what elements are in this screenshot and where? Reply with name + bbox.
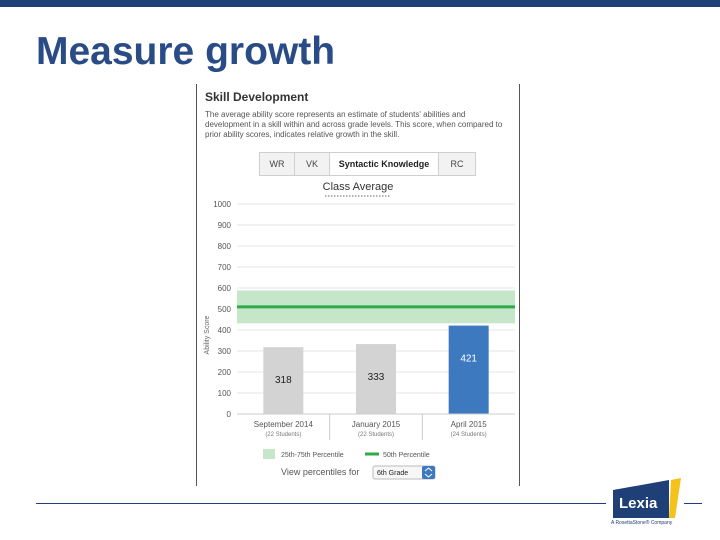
lexia-logo-text: Lexia <box>619 495 658 512</box>
y-tick-label: 700 <box>218 263 232 272</box>
bar <box>263 347 304 414</box>
x-tick-sublabel: (24 Students) <box>451 432 487 438</box>
percentile-selector-label: View percentiles for <box>281 467 359 477</box>
footer-rule <box>36 503 606 504</box>
x-tick-label: September 2014 <box>254 420 314 429</box>
y-tick-label: 800 <box>218 242 232 251</box>
top-accent-bar <box>0 0 720 7</box>
y-tick-label: 400 <box>218 326 232 335</box>
bar-value-label: 318 <box>275 375 292 386</box>
tab-rc[interactable]: RC <box>450 159 464 169</box>
y-tick-label: 200 <box>218 368 232 377</box>
skill-tabs: WR VK Syntactic Knowledge RC <box>259 152 476 176</box>
y-tick-label: 100 <box>218 389 232 398</box>
y-tick-label: 1000 <box>213 200 231 209</box>
chart-title: Class Average <box>323 181 394 193</box>
x-tick-sublabel: (22 Students) <box>358 432 394 438</box>
lexia-logo: Lexia <box>613 478 681 518</box>
legend-swatch-median <box>365 452 379 456</box>
skill-development-panel: Skill Development The average ability sc… <box>196 84 520 486</box>
tab-wr[interactable]: WR <box>260 153 295 175</box>
legend-label-band: 25th-75th Percentile <box>281 452 344 459</box>
legend-label-median: 50th Percentile <box>383 452 430 459</box>
bar <box>356 344 396 414</box>
class-average-chart: Class Average 0 100 200 300 400 500 600 700 800 90… <box>204 181 515 480</box>
tab-vk[interactable]: VK <box>295 153 330 175</box>
tab-syntactic-knowledge[interactable]: Syntactic Knowledge <box>330 153 439 175</box>
lexia-tagline: A RosettaStone® Company <box>611 520 673 526</box>
y-tick-label: 500 <box>218 305 232 314</box>
y-tick-label: 600 <box>218 284 232 293</box>
panel-description: The average ability score represents an … <box>205 110 503 139</box>
y-tick-label: 300 <box>218 347 232 356</box>
grade-select-value: 6th Grade <box>377 470 408 477</box>
y-axis-label: Ability Score <box>204 315 211 354</box>
x-tick-sublabel: (22 Students) <box>265 432 301 438</box>
slide-title: Measure growth <box>36 30 336 73</box>
bar <box>448 325 489 414</box>
bar-value-label: 421 <box>460 354 477 365</box>
x-tick-label: April 2015 <box>451 420 488 429</box>
y-tick-label: 0 <box>227 410 232 419</box>
y-tick-label: 900 <box>218 221 232 230</box>
panel-title: Skill Development <box>205 90 309 104</box>
legend-swatch-band <box>263 449 275 459</box>
chevron-updown-icon <box>424 467 433 478</box>
footer-rule-end <box>684 503 702 504</box>
grade-select-button <box>422 466 435 479</box>
bar-value-label: 333 <box>368 372 385 383</box>
x-tick-label: January 2015 <box>352 420 401 429</box>
